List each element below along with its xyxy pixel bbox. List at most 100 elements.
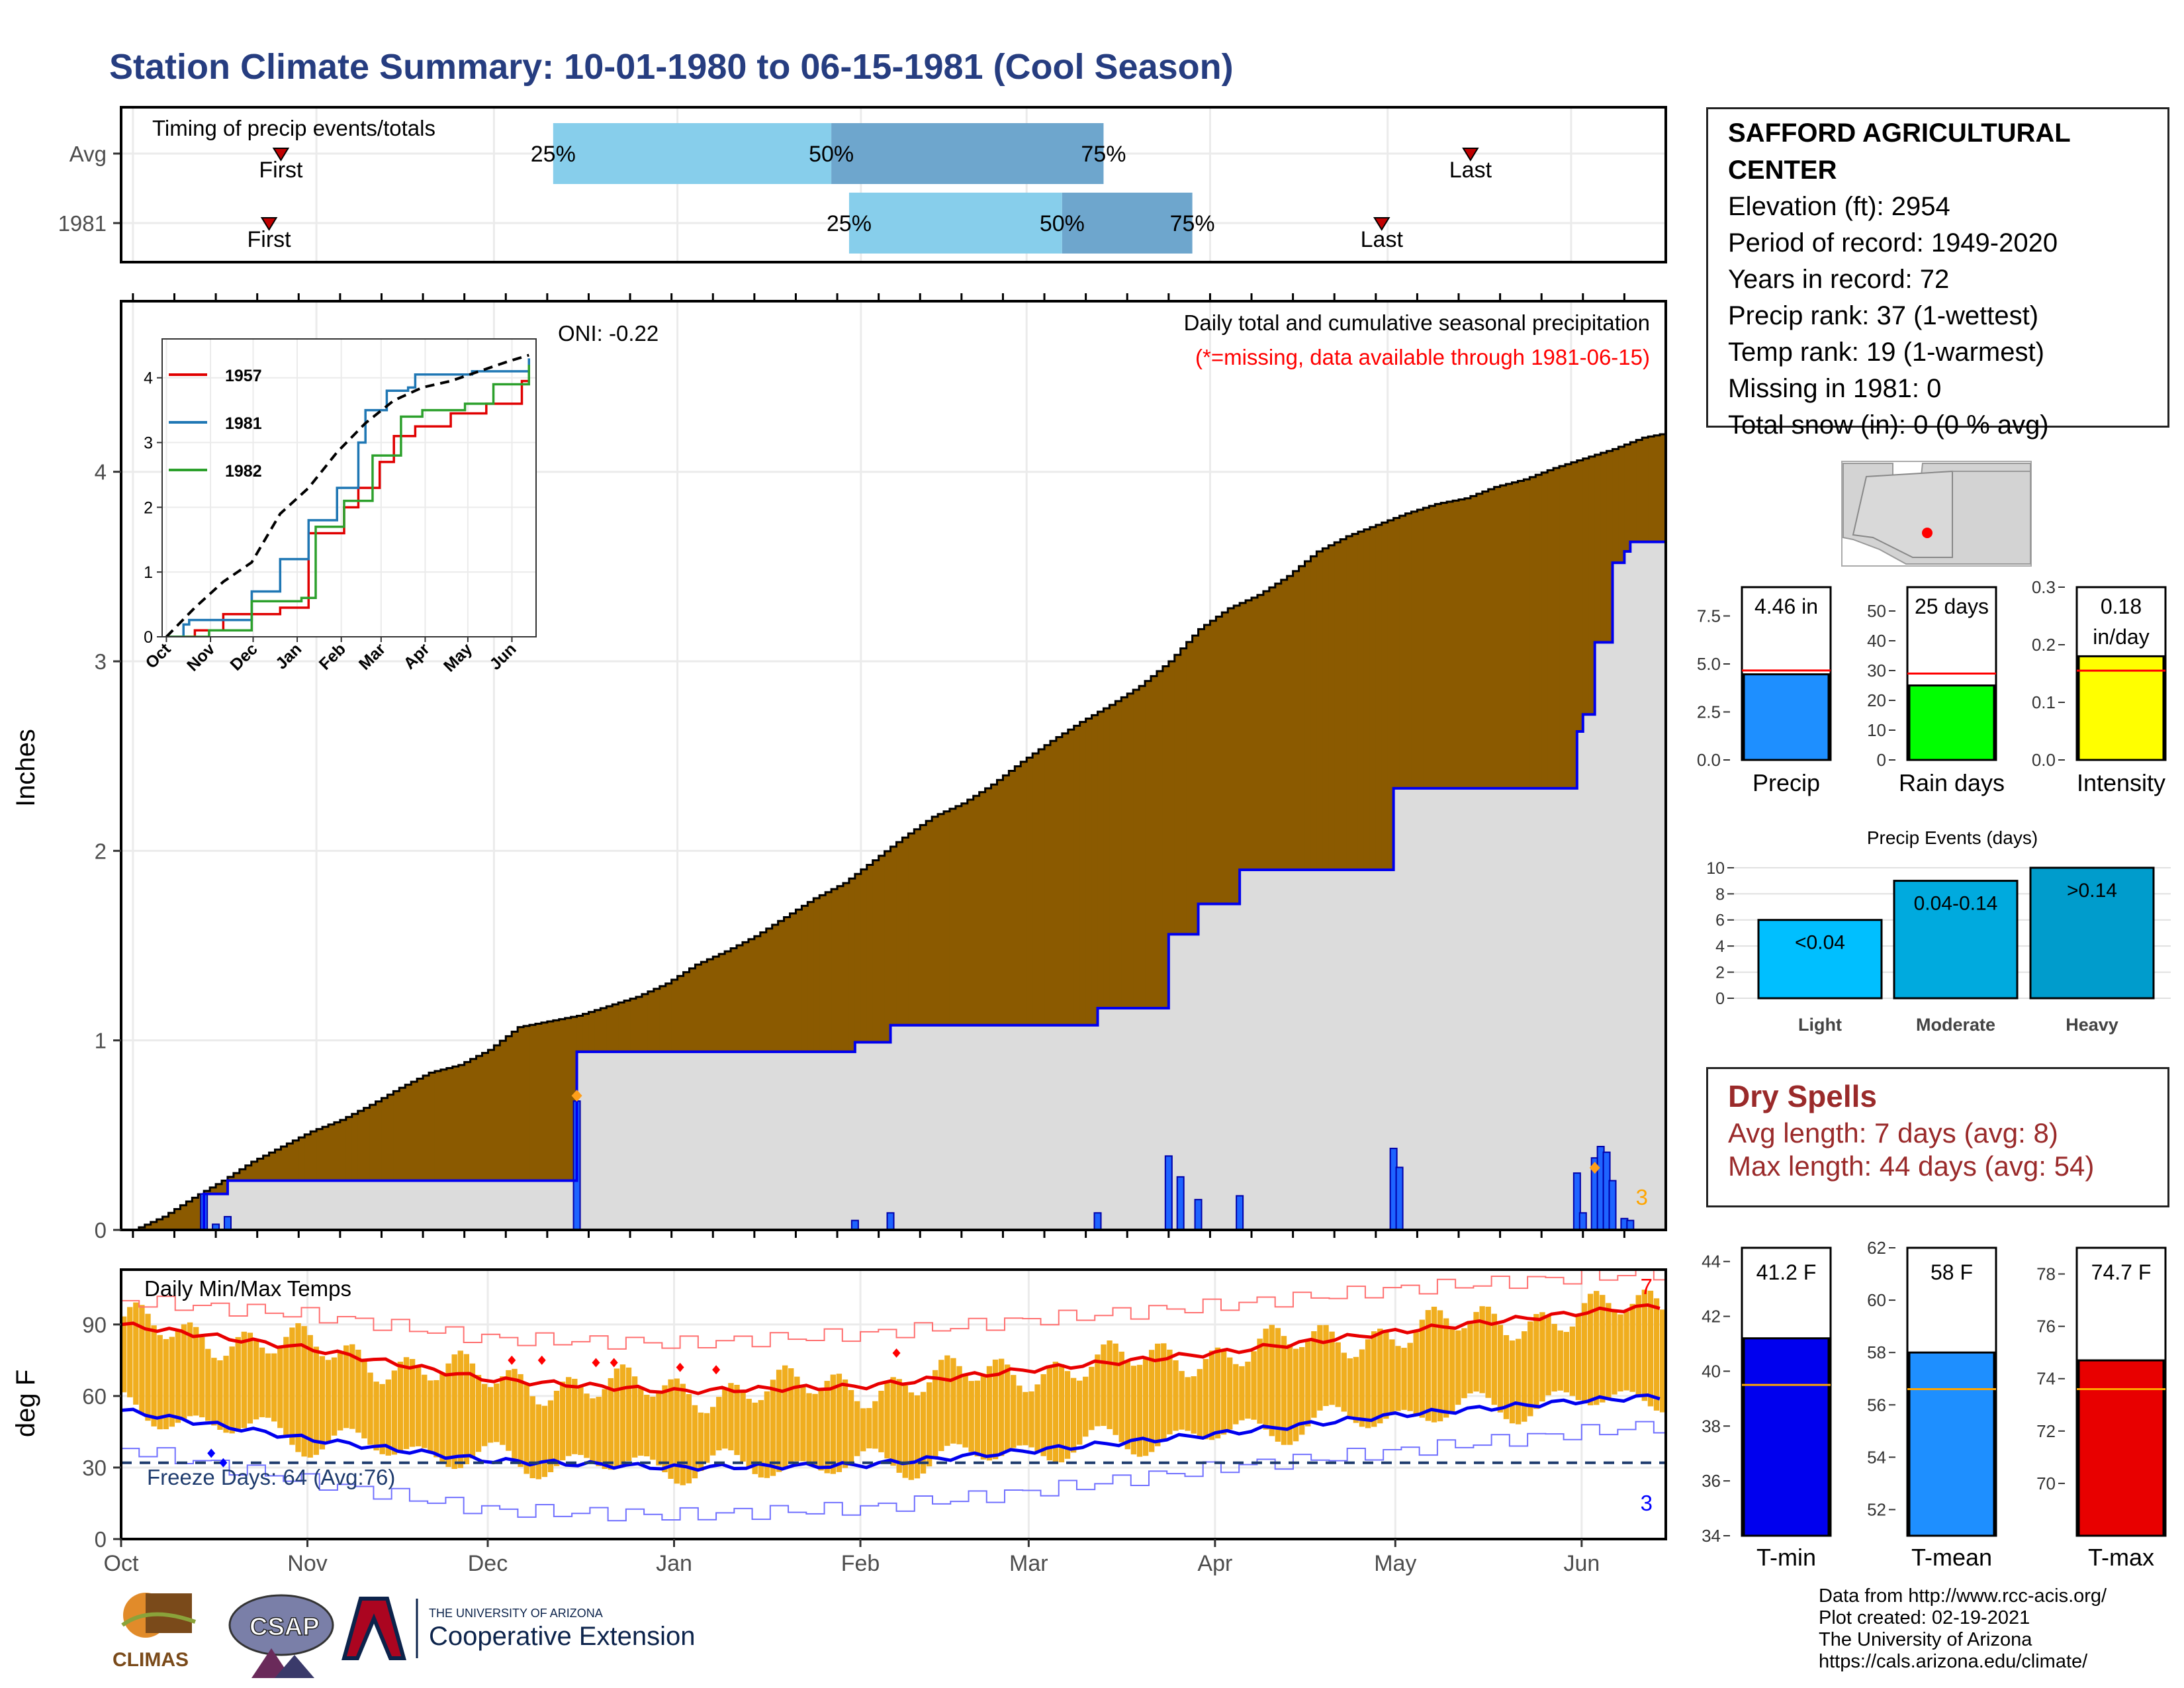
record-high-marker [508,1355,516,1365]
temp-daily-bar [1118,1351,1124,1442]
temp-daily-bar [794,1376,800,1462]
temp-daily-bar [518,1374,523,1468]
temp-daily-bar [1473,1311,1479,1392]
temp-y-tick-label: 60 [82,1384,107,1409]
temp-daily-bar [1323,1325,1329,1407]
temp-daily-bar [307,1335,313,1458]
inset-x-tick-label: Apr [400,639,433,673]
temp-daily-bar [175,1330,181,1423]
bar-value-label-intensity: in/day [2093,625,2149,649]
temp-daily-bar [1341,1352,1347,1412]
temp-daily-bar [1191,1376,1197,1434]
deficit-sliver [1044,745,1051,1025]
deficit-sliver [363,1107,371,1181]
daily-precip-bar [1578,1212,1587,1230]
temp-daily-bar [1606,1303,1612,1399]
temp-daily-bar [896,1379,902,1473]
temp-daily-bar [782,1365,788,1468]
daily-precip-bar [1395,1166,1404,1230]
timing-first-marker [260,217,278,231]
deficit-sliver [1500,485,1507,788]
inset-plot-area [162,339,536,637]
deficit-sliver [216,1184,222,1194]
deficit-sliver [304,1134,311,1181]
bar-y-tick-label-tmean: 62 [1867,1238,1886,1258]
deficit-sliver [1405,513,1412,788]
bar-category-label-intensity: Intensity [2077,769,2165,796]
temp-daily-bar [950,1358,956,1444]
temp-daily-bar [848,1389,854,1462]
deficit-sliver [470,1058,477,1181]
deficit-sliver [1257,594,1264,870]
deficit-sliver [1464,498,1471,788]
deficit-sliver [665,983,672,1052]
temp-daily-bar [596,1397,602,1466]
bar-y-tick-label-tmin: 36 [1702,1471,1721,1491]
temp-daily-bar [980,1374,987,1460]
temp-daily-bar [674,1378,680,1484]
temp-daily-bar [968,1381,974,1452]
deficit-sliver [446,1068,453,1181]
deficit-sliver [345,1117,353,1181]
temp-daily-bar [157,1335,163,1430]
inset-x-tick-label: Dec [226,639,261,674]
deficit-sliver [328,1124,335,1181]
climas-logo-text: CLIMAS [113,1649,189,1671]
temp-daily-bar [572,1378,578,1454]
temp-daily-bar [836,1374,842,1472]
temp-daily-bar [541,1405,548,1477]
deficit-sliver [1174,655,1181,935]
temp-daily-bar [1545,1316,1551,1395]
deficit-sliver [464,1062,471,1181]
deficit-sliver [1417,509,1424,788]
temp-daily-bar [1383,1332,1389,1419]
temp-daily-bar [1299,1347,1305,1435]
temp-daily-bar [716,1397,722,1451]
temp-daily-bar [289,1327,295,1445]
deficit-sliver [1275,583,1282,870]
temp-daily-bar [1083,1376,1089,1437]
deficit-sliver [961,803,968,1025]
cumulative-1981-line [132,540,1666,1230]
deficit-sliver [1304,561,1312,870]
temp-daily-bar [139,1305,145,1413]
events-bar-light [1757,919,1883,1000]
temp-daily-bar [1040,1374,1046,1456]
bar-y-tick-label-precip: 5.0 [1697,654,1721,674]
deficit-sliver [725,951,731,1052]
temp-x-tick-label: Apr [1197,1551,1232,1576]
credit-line: Plot created: 02-19-2021 [1819,1607,2030,1628]
temp-daily-bar [764,1391,770,1478]
temp-daily-bar [1612,1311,1617,1395]
deficit-sliver [1369,527,1377,870]
temp-daily-bar [1167,1349,1173,1434]
temp-daily-bar [1155,1343,1161,1446]
deficit-sliver [1672,432,1678,542]
deficit-sliver [884,851,891,1043]
deficit-sliver [1103,708,1111,1008]
timing-label-25: 25% [531,142,576,167]
deficit-sliver [1678,430,1684,542]
bar-y-tick-label-raindays: 50 [1867,601,1886,621]
deficit-sliver [1127,693,1134,1008]
bar-precip [1743,673,1830,761]
temp-daily-bar [1539,1312,1545,1402]
temp-daily-bar [1064,1371,1071,1459]
precip-peak-marker [2175,1120,2184,1132]
temp-daily-bar [974,1380,980,1457]
deficit-sliver [1524,479,1531,788]
deficit-sliver [411,1082,418,1181]
temp-daily-bar [746,1399,752,1469]
temp-daily-bar [1311,1331,1317,1418]
temp-daily-bar [890,1377,896,1466]
deficit-sliver [1588,456,1596,715]
deficit-sliver [713,957,719,1052]
deficit-sliver [689,968,696,1052]
temp-daily-bar [680,1383,686,1485]
deficit-sliver [174,1209,181,1230]
daily-precip-bar [2083,1226,2089,1230]
deficit-sliver [1145,680,1152,1008]
temp-daily-bar [1515,1338,1522,1425]
temp-daily-bar [956,1366,962,1444]
temp-daily-bar [487,1387,494,1443]
